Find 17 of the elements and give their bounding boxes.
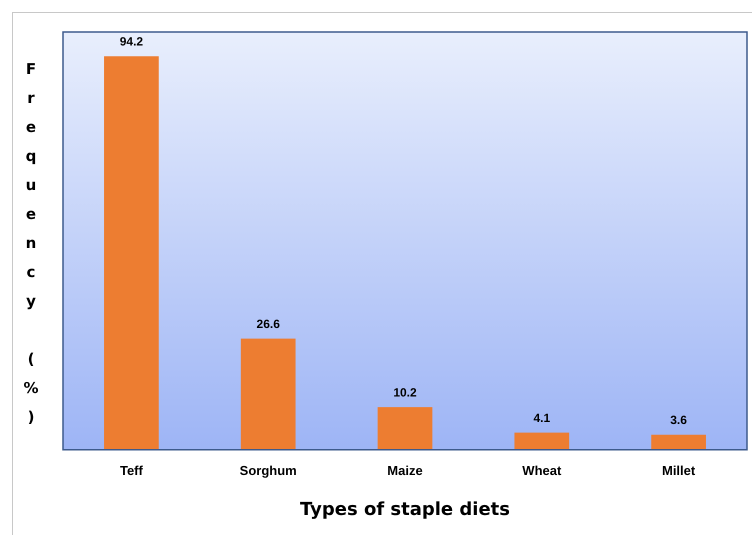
x-tick-label: Wheat (522, 463, 562, 478)
data-label: 3.6 (670, 413, 688, 428)
x-tick-label: Teff (120, 463, 144, 478)
bar (651, 434, 706, 450)
y-axis-title: Frequency (%) (22, 60, 40, 439)
data-label: 4.1 (533, 410, 550, 425)
x-tick-label: Maize (387, 463, 423, 478)
x-tick-label: Millet (662, 463, 696, 478)
data-label: 10.2 (393, 385, 417, 400)
bar (378, 407, 432, 450)
bar (104, 56, 159, 450)
x-tick-label: Sorghum (240, 463, 297, 478)
data-label: 26.6 (256, 316, 280, 331)
bar (514, 432, 570, 450)
data-label: 94.2 (120, 34, 144, 49)
bar (240, 338, 296, 450)
x-axis-title: Types of staple diets (300, 498, 510, 520)
